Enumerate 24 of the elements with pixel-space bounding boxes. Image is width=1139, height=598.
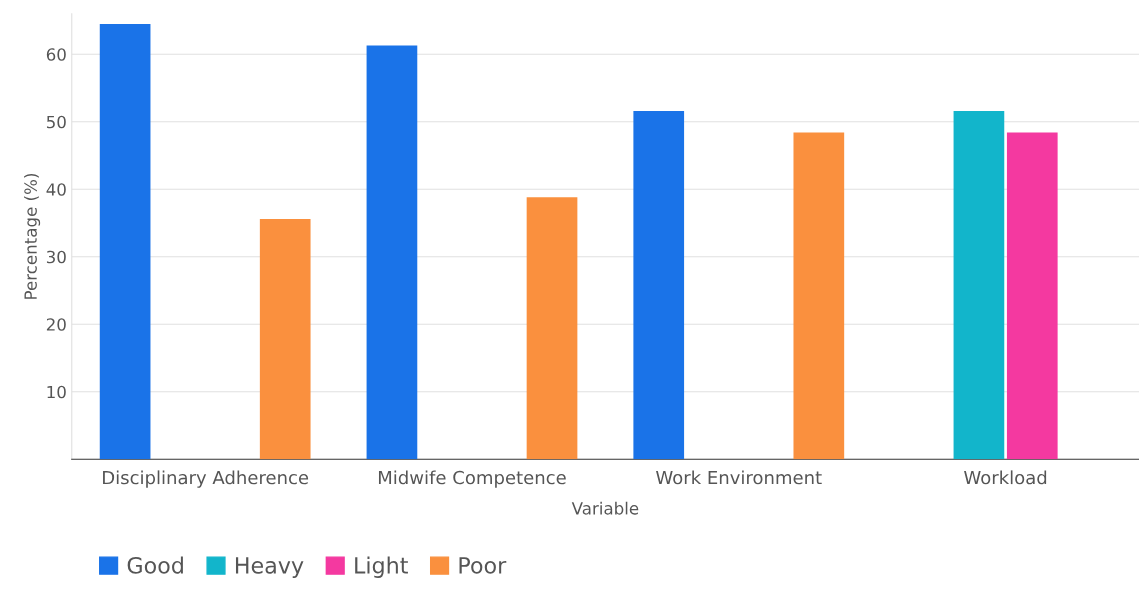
x-tick-label: Workload (964, 470, 1047, 485)
x-axis-title: Variable (571, 501, 639, 515)
y-tick-label: 40 (46, 183, 66, 196)
bar (366, 45, 418, 460)
bar (793, 132, 845, 460)
legend-label: Heavy (235, 557, 304, 578)
y-tick-label: 10 (47, 385, 66, 399)
y-tick-label: 30 (46, 250, 66, 264)
bar (633, 110, 685, 460)
legend-label: Good (127, 556, 183, 574)
x-tick-label: Work Environment (656, 470, 822, 485)
bar (1006, 132, 1058, 460)
x-tick-label: Midwife Competence (378, 470, 566, 488)
y-tick-label: 50 (46, 115, 66, 129)
bar (259, 218, 311, 460)
y-tick-label: 60 (46, 48, 66, 61)
bar (526, 197, 578, 460)
y-axis-title: Percentage (%) (24, 174, 41, 299)
x-tick-label: Disciplinary Adherence (103, 470, 309, 488)
bar (99, 23, 151, 460)
legend-label: Poor (459, 557, 507, 574)
bar (953, 110, 1005, 460)
y-tick-label: 20 (46, 318, 66, 331)
legend-label: Light (355, 556, 408, 578)
